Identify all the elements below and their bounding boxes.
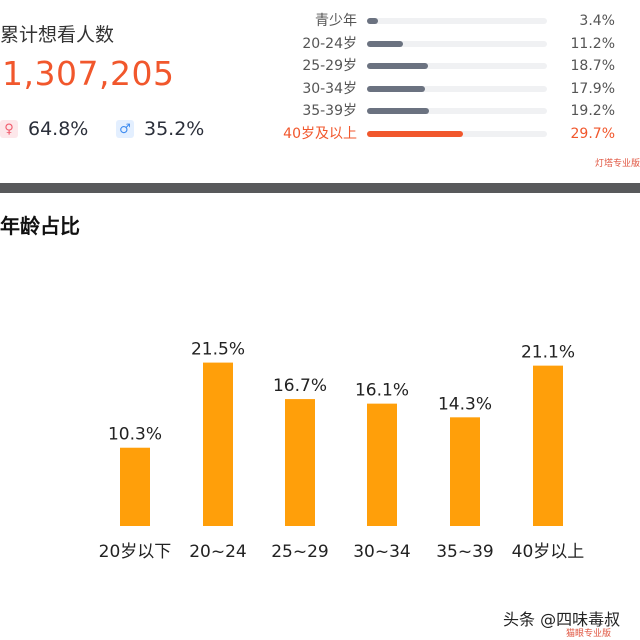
chart-bar — [450, 417, 480, 526]
age-row-track — [367, 108, 547, 115]
female-ratio: ♀ 64.8% — [0, 117, 88, 141]
chart-bar — [533, 365, 563, 526]
age-row-track — [367, 18, 547, 24]
age-row-label: 35-39岁 — [302, 103, 357, 120]
age-row-pct: 18.7% — [570, 58, 615, 75]
bar-value-label: 10.3% — [108, 425, 162, 445]
category-tick-label: 35~39 — [436, 542, 494, 562]
footer-brand: 头条 @四味毒叔 — [503, 610, 621, 629]
footer-watermark: 猫眼专业版 — [566, 629, 612, 639]
age-row-pct: 11.2% — [570, 35, 615, 52]
age-row-pct: 19.2% — [570, 103, 615, 120]
age-row-label: 40岁及以上 — [283, 126, 357, 142]
age-row-pct: 3.4% — [579, 13, 615, 29]
age-row-fill — [367, 63, 428, 70]
watermark-dengta: 灯塔专业版 — [594, 159, 640, 169]
age-row-label: 25-29岁 — [302, 58, 357, 75]
age-row-label: 青少年 — [315, 13, 357, 29]
age-row-fill — [367, 131, 464, 137]
bar-value-label: 21.1% — [521, 343, 575, 363]
category-tick-label: 25~29 — [271, 542, 329, 562]
age-row-track — [367, 85, 547, 92]
chart-bar — [120, 447, 150, 526]
category-tick-label: 40岁以上 — [512, 542, 585, 562]
age-row: 青少年 3.4% — [270, 11, 615, 31]
age-row-track — [367, 63, 547, 70]
age-row: 20-24岁 11.2% — [270, 34, 615, 54]
want-to-see-count: 1,307,205 — [2, 54, 175, 93]
age-row-fill — [367, 108, 430, 115]
age-row: 25-29岁 18.7% — [270, 56, 615, 76]
bar-value-label: 16.1% — [355, 381, 409, 401]
bar-value-label: 14.3% — [438, 394, 492, 414]
chart-bar — [203, 362, 233, 526]
age-row: 30-34岁 17.9% — [270, 79, 615, 99]
age-row-pct: 29.7% — [570, 126, 615, 142]
section-title: 年龄占比 — [0, 214, 80, 238]
audience-summary-panel: 累计想看人数 1,307,205 ♀ 64.8% ♂ 35.2% 青少年 3.4%… — [0, 0, 640, 183]
age-bar-chart: 10.3% 20岁以下 21.5% 20~24 16.7% 25~29 16.1% 30~34… — [99, 340, 585, 562]
category-tick-label: 20岁以下 — [99, 542, 172, 562]
male-ratio: ♂ 35.2% — [116, 117, 204, 141]
female-icon: ♀ — [0, 120, 18, 138]
chart-bar — [367, 403, 397, 526]
male-icon: ♂ — [116, 120, 134, 138]
age-row: 40岁及以上 29.7% — [270, 124, 615, 144]
category-tick-label: 20~24 — [189, 542, 247, 562]
age-row-label: 30-34岁 — [302, 80, 357, 97]
bar-value-label: 21.5% — [191, 340, 245, 360]
age-row-label: 20-24岁 — [302, 35, 357, 52]
age-row-track — [367, 131, 547, 137]
age-row-track — [367, 40, 547, 47]
female-pct: 64.8% — [28, 118, 89, 140]
age-row: 35-39岁 19.2% — [270, 101, 615, 121]
male-pct: 35.2% — [144, 118, 205, 140]
want-to-see-title: 累计想看人数 — [0, 24, 115, 46]
age-row-fill — [367, 18, 379, 24]
category-tick-label: 30~34 — [353, 542, 411, 562]
section-divider — [0, 183, 640, 193]
age-row-pct: 17.9% — [570, 80, 615, 97]
age-row-fill — [367, 40, 404, 47]
chart-bar — [285, 399, 315, 526]
age-row-fill — [367, 85, 425, 92]
bar-value-label: 16.7% — [273, 376, 327, 396]
